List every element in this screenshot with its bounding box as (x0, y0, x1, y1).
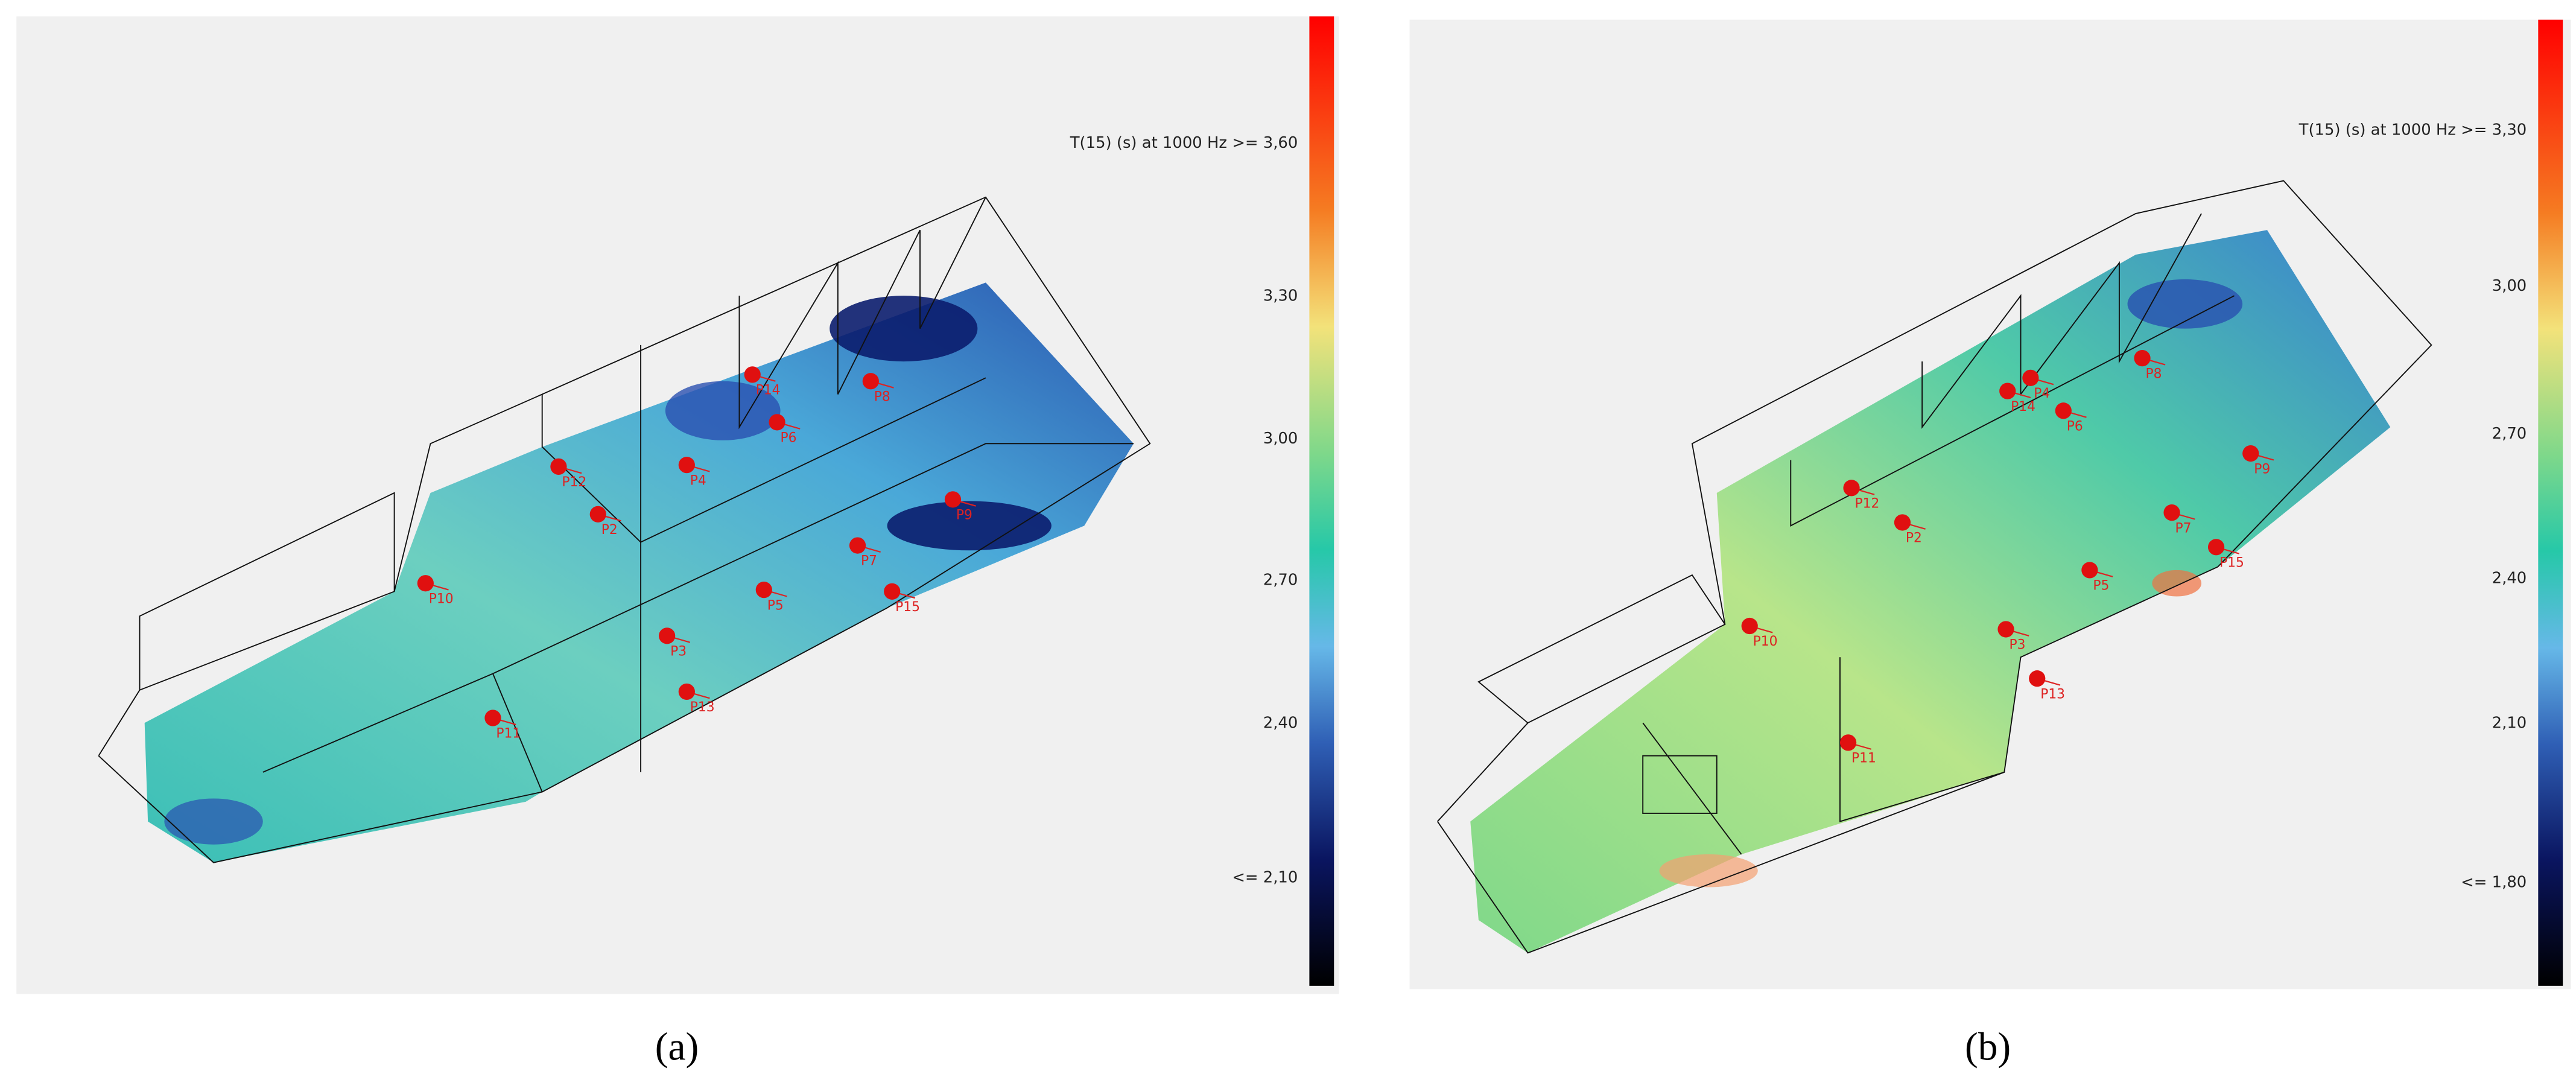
heatmap-patch (164, 798, 263, 845)
heatmap-patch (887, 501, 1052, 551)
receiver (1997, 621, 2014, 638)
heatmap-patch (830, 296, 978, 362)
receiver (484, 710, 501, 726)
receiver-label: P12 (562, 475, 586, 490)
receiver (2207, 539, 2225, 556)
receiver-label: P7 (861, 554, 877, 569)
receiver-label: P11 (496, 726, 521, 741)
receiver (849, 537, 866, 554)
receiver-label: P8 (2145, 366, 2162, 381)
receiver-label: P10 (1753, 634, 1778, 649)
colorbar (1309, 16, 1334, 986)
receiver-label: P11 (1851, 751, 1876, 766)
receiver-label: P15 (895, 600, 920, 615)
receiver (1999, 383, 2016, 399)
receiver (417, 575, 434, 592)
colorbar-tick-label: 2,70 (2492, 425, 2527, 443)
receiver (862, 373, 879, 390)
receiver-label: P14 (2011, 399, 2035, 414)
heatmap-patch (1659, 854, 1758, 888)
receiver (769, 414, 785, 431)
receiver (678, 457, 695, 474)
receiver-label: P2 (601, 522, 618, 538)
receiver-label: P3 (2009, 638, 2025, 653)
receiver-label: P13 (690, 700, 715, 715)
colorbar-tick-label: 2,40 (1263, 714, 1298, 732)
receiver (1741, 617, 1758, 635)
receiver (2134, 350, 2151, 367)
caption: (b) (1965, 1025, 2011, 1069)
receiver-label: P2 (1906, 531, 1922, 546)
receiver (884, 583, 901, 600)
receiver-label: P14 (756, 383, 781, 398)
receiver-label: P15 (2219, 555, 2244, 570)
colorbar-tick-label: 3,00 (1263, 430, 1298, 448)
panel-b: T(15) (s) at 1000 Hz >= 3,30 3,00 2,70 2,40… (1409, 19, 2571, 989)
receiver-label: P12 (1854, 496, 1879, 511)
receiver-label: P3 (670, 644, 687, 659)
receiver (2163, 504, 2180, 521)
receiver-label: P13 (2040, 687, 2065, 702)
heatmap-patch (665, 381, 781, 440)
heatmap (1470, 230, 2391, 953)
caption: (a) (655, 1025, 699, 1069)
receiver-label: P8 (874, 389, 890, 404)
receiver-label: P10 (429, 591, 454, 606)
receiver (755, 581, 772, 599)
receiver-label: P9 (956, 508, 972, 523)
receiver (2022, 369, 2039, 386)
receiver (2055, 402, 2072, 419)
receiver (2081, 562, 2098, 579)
receiver (659, 627, 676, 644)
colorbar-bottom-label: <= 2,10 (1232, 868, 1298, 886)
receiver (2029, 670, 2046, 687)
legend-title: T(15) (s) at 1000 Hz >= 3,60 (1070, 134, 1298, 152)
receiver-label: P6 (2067, 419, 2083, 434)
receiver-label: P6 (781, 431, 797, 446)
colorbar (2538, 19, 2563, 986)
wireframe (98, 196, 1151, 863)
colorbar-tick-label: 2,40 (2492, 570, 2527, 588)
receiver (550, 458, 567, 475)
receiver-label: P9 (2254, 462, 2270, 477)
colorbar-tick-label: 3,30 (1263, 287, 1298, 305)
panel-a: T(15) (s) at 1000 Hz >= 3,60 3,30 3,00 2,70… (16, 16, 1339, 994)
colorbar-tick-label: 2,70 (1263, 571, 1298, 589)
receiver (2242, 445, 2259, 462)
receiver (678, 683, 695, 700)
legend-title: T(15) (s) at 1000 Hz >= 3,30 (2298, 121, 2527, 139)
colorbar-tick-label: 2,10 (2492, 714, 2527, 732)
receiver-label: P5 (767, 598, 784, 613)
receiver-label: P7 (2175, 521, 2191, 536)
heatmap (144, 282, 1134, 863)
receiver-label: P4 (690, 473, 706, 488)
receiver (1894, 514, 1911, 531)
heatmap-patch (2127, 279, 2243, 329)
receiver-label: P5 (2093, 579, 2109, 594)
receiver (944, 491, 962, 508)
colorbar-tick-label: 3,00 (2492, 277, 2527, 295)
heatmap-patch (2152, 570, 2202, 597)
receiver (1839, 734, 1857, 751)
receiver (1843, 480, 1860, 497)
receiver-label: P4 (2034, 386, 2050, 401)
colorbar-bottom-label: <= 1,80 (2461, 873, 2527, 891)
receiver (589, 506, 606, 522)
receiver (744, 366, 761, 383)
